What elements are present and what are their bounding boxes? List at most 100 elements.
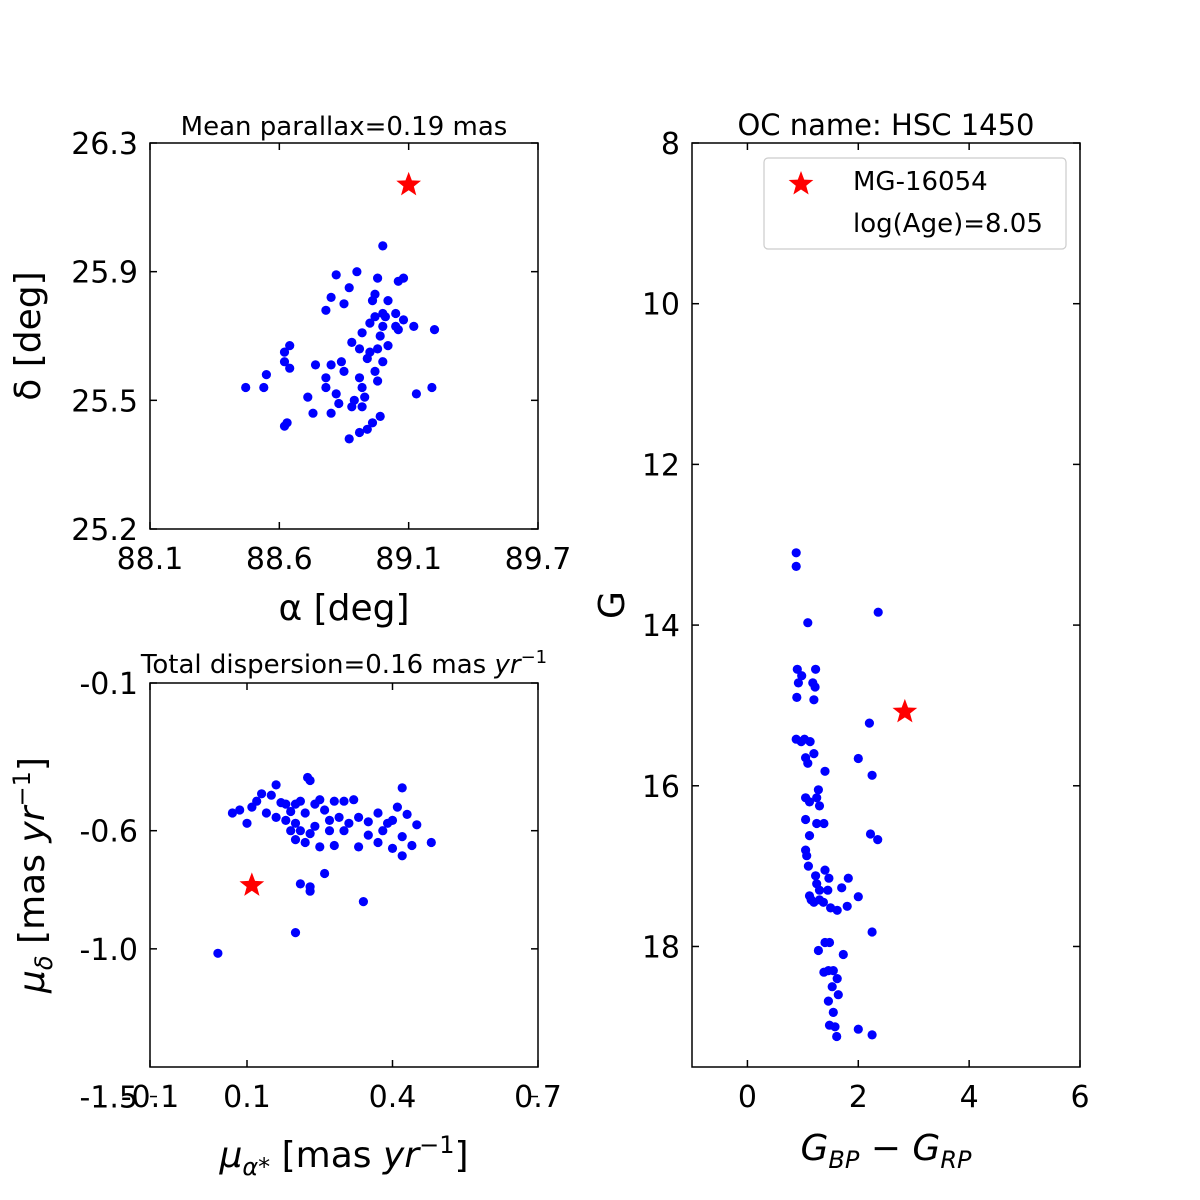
sky-point-48 [241,382,251,393]
sky-position-panel: Mean parallax=0.19 mas 88.1 88.6 89.1 89.7 2… [8,112,571,629]
cmd-point-57 [813,945,824,956]
cmd-point-65 [823,996,834,1006]
sky-point-3 [373,273,383,283]
cmd-point-32 [873,835,883,845]
cmd-panel: OC name: HSC 1450 0 2 4 6 8 10 12 14 16 18 GBP − … [592,108,1090,1174]
cmd-point-1 [791,561,801,572]
pm-star-marker [239,872,265,896]
pm-point-38 [412,820,422,830]
pm-point-44 [363,830,373,840]
cmd-point-44 [837,883,847,893]
pm-point-37 [387,815,398,826]
pm-xtick-label-2: 0.4 [369,1080,417,1115]
sky-ticks: 88.1 88.6 89.1 89.7 25.2 25.5 25.9 26.3 [71,127,571,577]
sky-plot-frame [149,142,539,530]
cmd-point-20 [820,766,830,776]
cmd-legend: MG-16054 log(Age)=8.05 [763,157,1067,250]
cmd-point-60 [828,966,838,976]
sky-point-18 [370,312,380,322]
sky-point-61 [354,427,365,438]
cmd-point-66 [828,1007,838,1018]
sky-point-58 [282,418,292,428]
pm-point-32 [324,815,335,826]
sky-point-26 [347,337,357,347]
cmd-point-54 [867,927,877,937]
cmd-plot-frame [691,142,1081,1068]
pm-xtick-label-1: 0.1 [223,1080,271,1115]
sky-point-35 [326,360,336,370]
cmd-y-axis-label: G [592,591,633,619]
pm-point-24 [334,812,344,823]
pm-point-1 [305,775,315,786]
sky-point-6 [326,292,336,302]
sky-point-14 [391,308,401,319]
sky-point-11 [383,296,393,306]
sky-xtick-label-3: 89.7 [505,542,572,577]
cmd-ytick-label-2: 12 [642,448,680,483]
sky-point-29 [373,344,383,354]
pm-point-41 [305,829,315,839]
cmd-point-37 [820,865,830,875]
pm-point-56 [300,837,310,848]
pm-point-30 [290,818,301,828]
pm-point-42 [324,826,335,836]
pm-point-62 [213,948,223,958]
sky-point-12 [321,305,331,315]
pm-point-8 [281,799,291,809]
sky-point-59 [367,418,378,428]
sky-point-66 [339,366,349,376]
sky-point-49 [334,398,344,409]
sky-point-64 [360,392,370,402]
pm-point-49 [354,842,364,852]
cmd-point-5 [811,664,821,674]
cmd-point-29 [812,818,822,829]
legend-marker-label: MG-16054 [853,167,988,197]
pm-point-20 [242,818,252,828]
cmd-point-40 [843,873,853,883]
pm-point-13 [329,796,339,806]
pm-point-40 [286,826,296,836]
sky-star-marker [396,171,422,196]
pm-point-17 [247,802,257,812]
pm-point-5 [266,790,276,800]
sky-point-50 [308,408,318,418]
sky-point-30 [383,341,393,351]
pm-point-48 [315,842,325,852]
pm-ytick-label-2: -1.0 [79,933,138,968]
sky-point-46 [373,376,383,386]
cmd-point-11 [809,695,819,705]
pm-point-2 [397,783,407,793]
cmd-xtick-label-3: 6 [1070,1080,1089,1115]
pm-point-57 [295,879,305,889]
sky-point-51 [326,408,336,418]
sky-point-9 [339,299,349,309]
sky-point-5 [398,273,409,283]
pm-point-59 [305,886,315,896]
pm-point-12 [315,795,325,805]
pm-xtick-label-0: -0.1 [121,1080,180,1115]
cmd-point-27 [814,801,825,811]
cmd-point-43 [823,885,833,895]
cmd-ticks: 0 2 4 6 8 10 12 14 16 18 [642,127,1090,1115]
cmd-point-71 [867,1030,877,1040]
cmd-ytick-label-0: 8 [661,127,680,162]
sky-point-0 [378,241,388,251]
sky-point-25 [357,328,367,338]
cmd-point-17 [809,749,819,759]
cmd-point-3 [873,607,883,617]
sky-ytick-label-1: 25.5 [71,384,138,419]
sky-point-65 [354,373,365,383]
cmd-panel-title: OC name: HSC 1450 [737,108,1034,142]
cmd-point-21 [853,753,863,764]
sky-point-1 [331,270,341,280]
cmd-ytick-label-5: 18 [642,930,680,965]
sky-point-38 [370,366,380,376]
pm-ticks: -0.1 0.1 0.4 0.7 -0.1 -0.6 -1.0 -1.5 [79,667,561,1116]
cmd-ytick-label-3: 14 [642,609,680,644]
cmd-point-28 [801,814,811,825]
sky-point-21 [429,325,440,335]
pm-point-50 [373,837,383,848]
pm-ytick-label-1: -0.6 [79,815,138,850]
cmd-point-24 [812,793,822,803]
pm-point-4 [257,789,267,799]
